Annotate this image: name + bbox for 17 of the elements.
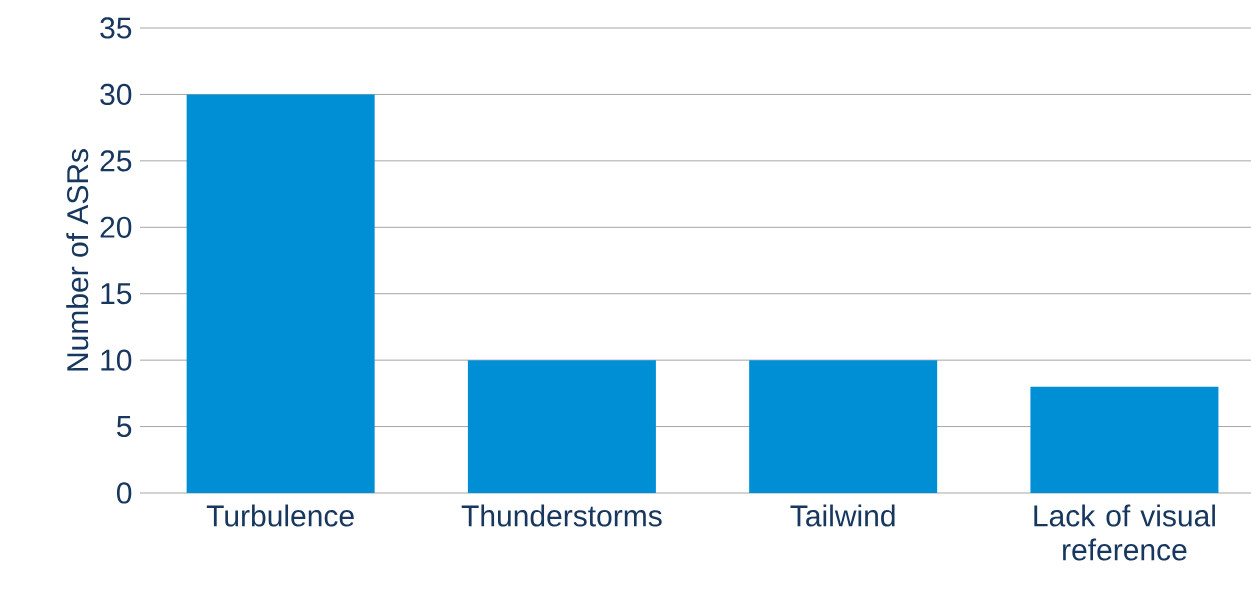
bar bbox=[186, 94, 375, 493]
y-axis-title: Number of ASRs bbox=[66, 149, 89, 371]
x-tick-label: Tailwind bbox=[790, 504, 895, 527]
y-tick-label: 10 bbox=[101, 349, 132, 371]
bar bbox=[749, 360, 938, 493]
y-tick-label: 30 bbox=[100, 83, 132, 106]
x-tick-label: Turbulence bbox=[206, 504, 354, 527]
y-tick-label: 20 bbox=[100, 216, 132, 238]
bar bbox=[467, 360, 656, 493]
y-tick-label: 35 bbox=[100, 17, 132, 39]
y-tick-label: 5 bbox=[117, 416, 132, 438]
y-tick-label: 25 bbox=[100, 150, 132, 172]
bar bbox=[1030, 386, 1219, 493]
y-tick-label: 15 bbox=[101, 283, 132, 305]
x-tick-label: Thunderstorms bbox=[461, 504, 662, 527]
y-tick-label: 0 bbox=[116, 482, 132, 504]
x-tick-label: Lack of visual reference bbox=[1034, 504, 1215, 561]
